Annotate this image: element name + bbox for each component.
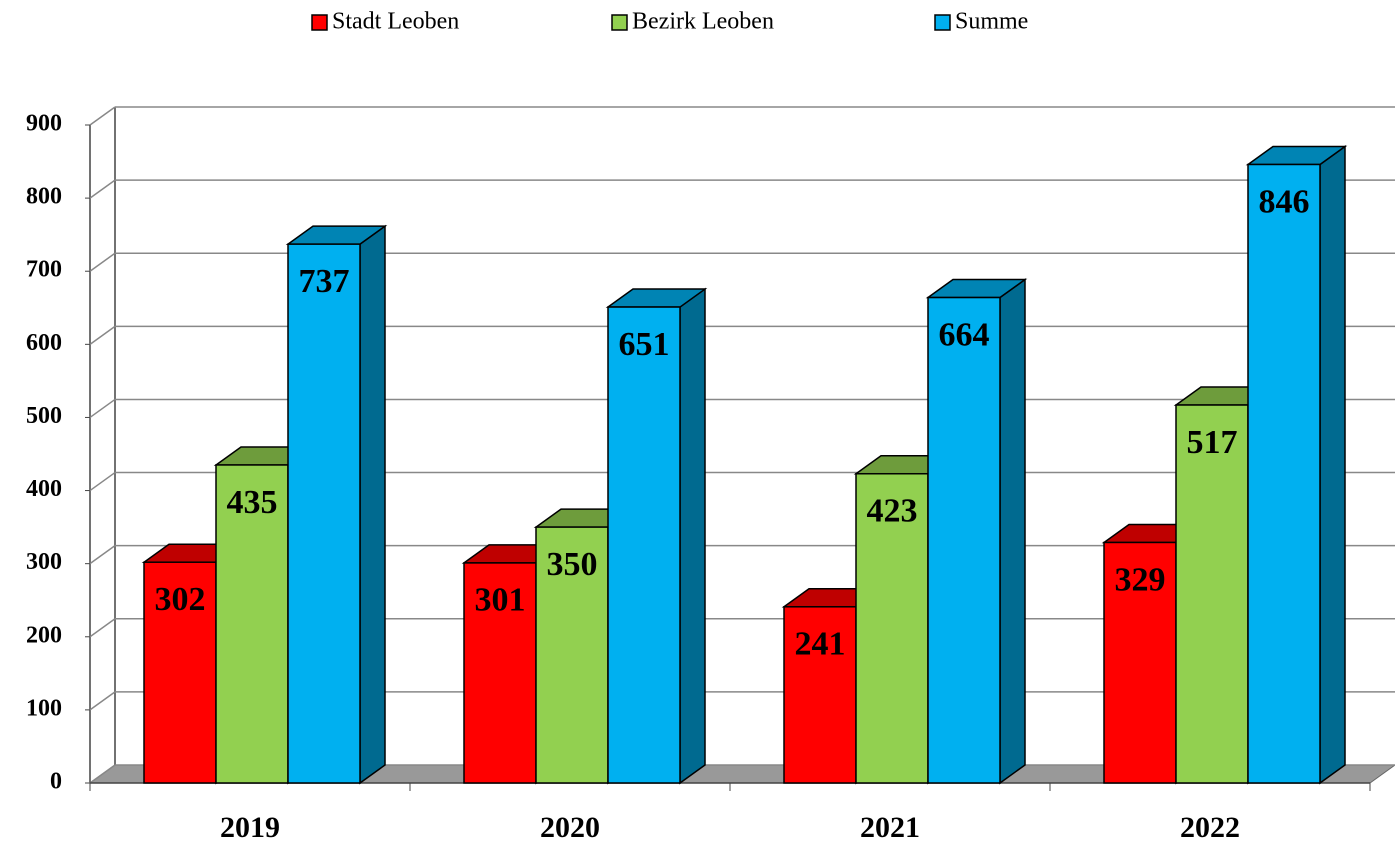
x-tick-label: 2021 — [860, 811, 920, 844]
bar — [143, 561, 217, 784]
grid-line-depth — [89, 398, 116, 419]
grid-line-depth — [89, 179, 116, 199]
legend-label: Stadt Leoben — [332, 9, 459, 35]
value-label: 302 — [155, 581, 206, 618]
bar — [1175, 404, 1249, 784]
bar — [1247, 163, 1321, 784]
x-tick-label: 2020 — [540, 811, 600, 844]
bar — [607, 306, 681, 784]
value-label: 329 — [1115, 561, 1166, 598]
bar — [215, 464, 289, 784]
y-tick-label: 200 — [26, 622, 62, 648]
bar — [535, 526, 609, 784]
y-tick-label: 100 — [26, 695, 62, 721]
value-label: 517 — [1187, 424, 1238, 461]
legend-swatch — [611, 14, 628, 31]
bar-side — [359, 224, 386, 785]
legend-swatch — [934, 14, 951, 31]
y-tick-label: 500 — [26, 403, 62, 429]
grid-line-depth — [89, 252, 116, 272]
value-label: 737 — [299, 263, 350, 300]
value-label: 423 — [867, 493, 918, 530]
legend-swatch — [311, 14, 328, 31]
value-label: 350 — [547, 546, 598, 583]
value-label: 435 — [227, 484, 278, 521]
value-label: 846 — [1259, 183, 1310, 220]
bar — [287, 243, 361, 784]
bar — [1103, 541, 1177, 784]
x-tick-label: 2022 — [1180, 811, 1240, 844]
y-tick-label: 900 — [26, 111, 62, 137]
grid-line-depth — [89, 325, 116, 345]
grid-line-depth — [89, 764, 116, 784]
value-label: 651 — [619, 326, 670, 363]
x-tick-label: 2019 — [220, 811, 280, 844]
y-tick-label: 700 — [26, 257, 62, 283]
y-tick-label: 300 — [26, 549, 62, 575]
y-tick-label: 800 — [26, 184, 62, 210]
y-tick-label: 400 — [26, 476, 62, 502]
bar — [927, 296, 1001, 784]
bar-side — [999, 278, 1026, 785]
y-tick-label: 0 — [50, 769, 62, 795]
bar-side — [679, 287, 706, 785]
grid-line-depth — [89, 618, 116, 638]
value-label: 664 — [939, 316, 990, 353]
value-label: 301 — [475, 582, 526, 619]
legend-label: Summe — [955, 9, 1028, 35]
grid-line-depth — [89, 691, 116, 711]
grid-line-depth — [89, 471, 116, 492]
legend-label: Bezirk Leoben — [632, 9, 774, 35]
bar — [855, 472, 929, 784]
bar-side — [1319, 145, 1346, 785]
grid-line-depth — [89, 545, 116, 565]
y-tick-label: 600 — [26, 330, 62, 356]
value-label: 241 — [795, 626, 846, 663]
bar — [463, 562, 537, 784]
grid-line-depth — [89, 106, 116, 126]
